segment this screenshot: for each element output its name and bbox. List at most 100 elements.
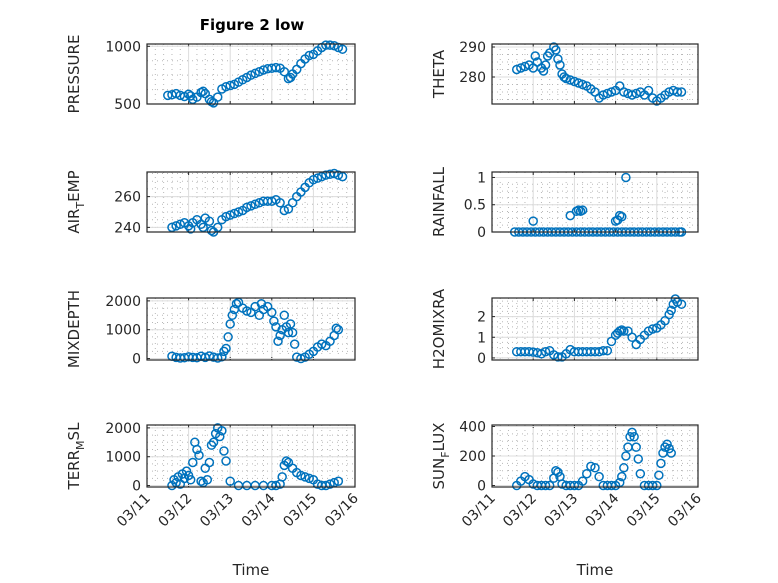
x-tick-label: 03/13 (197, 491, 237, 531)
y-tick-label: 1000 (105, 39, 141, 55)
data-point (271, 480, 281, 491)
data-point (621, 451, 631, 461)
y-axis-label: THETA (430, 49, 448, 99)
data-point (196, 476, 206, 486)
data-point (202, 475, 213, 485)
data-point (333, 476, 344, 486)
data-point (586, 461, 596, 472)
data-point (198, 86, 208, 97)
data-point (312, 173, 323, 183)
data-point (316, 339, 327, 349)
x-tick-label: 03/11 (114, 491, 154, 531)
data-point (250, 199, 260, 210)
data-point (582, 468, 592, 479)
y-tick-label: 280 (459, 70, 486, 86)
data-point (602, 88, 613, 99)
y-tick-label: 0 (132, 352, 141, 368)
data-point (555, 60, 565, 70)
data-point (296, 353, 306, 364)
data-point (672, 87, 683, 97)
y-axis-label: SUNFLUX (430, 423, 452, 490)
panel-h2omixra: 0 1 2 H2OMIXRA (430, 288, 699, 369)
data-point (231, 299, 242, 309)
x-tick-label: 03/16 (322, 490, 362, 530)
data-point (553, 54, 563, 64)
data-point (277, 472, 287, 482)
data-point (619, 326, 629, 336)
data-point (565, 75, 576, 85)
data-point (569, 76, 580, 87)
y-tick-label: 1 (477, 330, 486, 346)
y-tick-label: 0.5 (464, 198, 486, 214)
y-axis-label: MIXDEPTH (65, 290, 83, 368)
data-point (676, 299, 687, 309)
y-tick-label: 2000 (105, 294, 141, 310)
data-point (217, 426, 227, 436)
data-point (652, 480, 662, 491)
data-point (171, 221, 181, 231)
data-point (617, 471, 627, 482)
panel-sun-flux: 03/11 03/12 03/13 03/14 03/15 03/16 0 200 400 SUN… (430, 419, 705, 579)
data-point (617, 211, 627, 222)
data-point (643, 85, 654, 96)
data-point (647, 480, 658, 491)
data-point (540, 346, 551, 357)
data-point (229, 208, 240, 219)
data-point (308, 174, 319, 185)
data-point (516, 63, 526, 73)
data-point (219, 446, 229, 456)
data-point (185, 224, 196, 234)
data-point (577, 205, 588, 215)
data-point (598, 90, 608, 100)
data-point (553, 467, 563, 477)
data-point (167, 222, 177, 233)
y-axis-label: RAINFALL (430, 166, 448, 237)
data-point (208, 437, 219, 448)
y-axis-label: AIRTEMP (65, 170, 87, 233)
data-point (666, 305, 676, 316)
axes-frame (146, 424, 356, 488)
figure-title: Figure 2 low (200, 16, 305, 34)
y-axis-label: TERRMSL (65, 422, 87, 491)
data-point (606, 87, 617, 97)
data-point (627, 90, 637, 100)
data-point (321, 480, 331, 491)
data-point (664, 443, 674, 454)
data-point (215, 431, 225, 442)
data-point (217, 352, 227, 362)
y-tick-label: 1000 (105, 323, 141, 339)
data-point (185, 475, 196, 485)
y-axis-label: PRESSURE (65, 35, 83, 114)
data-point (242, 202, 252, 213)
data-point (289, 339, 300, 349)
data-point (279, 66, 290, 77)
data-point (606, 480, 617, 491)
data-point (633, 454, 644, 464)
data-point (225, 80, 235, 91)
data-point (544, 480, 555, 491)
data-point (225, 210, 235, 220)
y-tick-label: 0 (477, 225, 486, 241)
data-point (656, 458, 666, 469)
data-point (590, 463, 600, 473)
data-point (192, 444, 202, 455)
data-point (283, 327, 294, 338)
data-point (225, 319, 235, 329)
data-point (538, 66, 549, 76)
data-point (561, 73, 571, 84)
data-point (530, 51, 541, 61)
data-point (553, 352, 563, 362)
data-point (271, 62, 281, 73)
y-tick-label: 400 (459, 419, 486, 435)
x-tick-label: 03/14 (239, 490, 279, 530)
x-tick-label: 03/12 (500, 491, 540, 531)
data-point (619, 87, 629, 97)
y-tick-label: 0 (477, 351, 486, 367)
data-point (273, 336, 283, 347)
data-point (540, 60, 551, 70)
data-point (233, 207, 244, 217)
y-tick-label: 2 (477, 310, 486, 326)
data-point (325, 40, 335, 50)
data-point (221, 456, 231, 466)
